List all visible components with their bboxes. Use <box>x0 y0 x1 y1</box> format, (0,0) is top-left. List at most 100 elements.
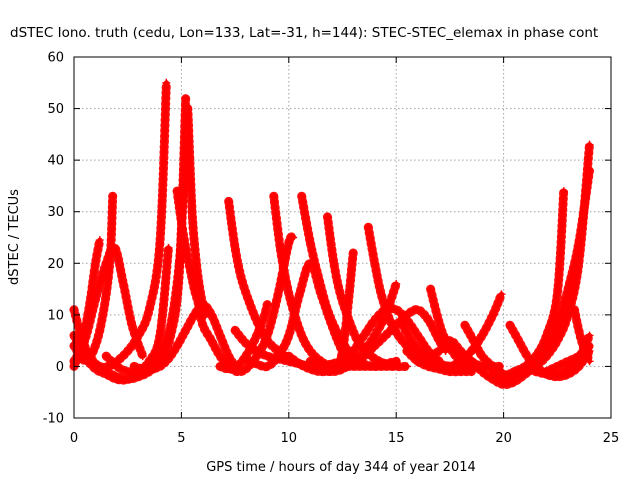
data-point-marker <box>274 290 283 299</box>
data-point-marker <box>585 331 594 340</box>
data-point-marker <box>510 367 519 376</box>
data-point-marker <box>173 187 182 196</box>
data-point-marker <box>542 367 551 376</box>
series-marker-band <box>69 242 148 366</box>
data-point-marker <box>289 233 298 242</box>
data-point-marker <box>424 316 433 325</box>
data-point-marker <box>467 367 476 376</box>
data-point-marker <box>564 357 573 366</box>
data-point-marker <box>359 352 368 361</box>
x-tick-label: 5 <box>177 431 185 446</box>
data-point-marker <box>338 346 347 355</box>
data-point-marker <box>570 305 579 314</box>
data-point-marker <box>585 341 594 350</box>
data-point-marker <box>295 359 304 368</box>
data-point-marker <box>338 365 347 374</box>
data-point-marker <box>130 362 139 371</box>
data-point-marker <box>323 212 332 221</box>
data-point-marker <box>456 367 465 376</box>
data-point-marker <box>284 331 293 340</box>
data-point-marker <box>402 310 411 319</box>
data-point-marker <box>497 290 506 299</box>
data-point-marker <box>445 336 454 345</box>
data-point-marker <box>192 259 201 268</box>
data-point-marker <box>80 336 89 345</box>
data-point-marker <box>155 238 164 247</box>
data-point-marker <box>188 207 197 216</box>
data-point-marker <box>323 305 332 314</box>
data-point-marker <box>91 259 100 268</box>
y-tick-label: 20 <box>47 257 64 272</box>
data-point-marker <box>164 354 173 363</box>
data-point-marker <box>559 187 568 196</box>
series-layer <box>69 78 594 390</box>
x-tick-label: 10 <box>281 431 298 446</box>
data-point-marker <box>424 352 433 361</box>
data-point-marker <box>110 243 119 252</box>
data-point-marker <box>216 331 225 340</box>
data-point-marker <box>190 310 199 319</box>
data-point-marker <box>413 305 422 314</box>
data-point-marker <box>426 285 435 294</box>
data-point-marker <box>138 352 147 361</box>
data-point-marker <box>263 336 272 345</box>
data-point-marker <box>439 331 448 340</box>
data-point-marker <box>523 352 532 361</box>
data-point-marker <box>407 336 416 345</box>
data-point-marker <box>237 274 246 283</box>
data-point-marker <box>177 218 186 227</box>
data-point-marker <box>91 295 100 304</box>
data-point-marker <box>246 300 255 309</box>
data-point-marker <box>259 316 268 325</box>
data-point-marker <box>263 362 272 371</box>
x-axis-label: GPS time / hours of day 344 of year 2014 <box>206 460 476 475</box>
data-point-marker <box>155 352 164 361</box>
data-point-marker <box>231 243 240 252</box>
data-point-marker <box>381 359 390 368</box>
data-point-marker <box>392 362 401 371</box>
data-point-marker <box>445 362 454 371</box>
data-point-marker <box>147 365 156 374</box>
data-point-marker <box>332 326 341 335</box>
data-point-marker <box>488 367 497 376</box>
data-point-marker <box>336 290 345 299</box>
data-point-marker <box>241 365 250 374</box>
data-point-marker <box>241 354 250 363</box>
data-point-marker <box>514 336 523 345</box>
data-point-marker <box>370 354 379 363</box>
data-point-marker <box>574 352 583 361</box>
data-point-marker <box>123 367 132 376</box>
data-point-marker <box>297 331 306 340</box>
y-tick-label: 10 <box>47 308 64 323</box>
series-8 <box>172 186 298 377</box>
data-point-marker <box>478 352 487 361</box>
data-point-marker <box>553 290 562 299</box>
data-point-marker <box>499 380 508 389</box>
data-point-marker <box>381 331 390 340</box>
data-point-marker <box>349 357 358 366</box>
data-point-marker <box>531 352 540 361</box>
data-point-marker <box>164 243 173 252</box>
data-point-marker <box>564 285 573 294</box>
data-point-marker <box>201 310 210 319</box>
data-point-marker <box>435 362 444 371</box>
data-point-marker <box>181 243 190 252</box>
data-point-marker <box>469 336 478 345</box>
axis-ticks: 0 5 10 15 20 25 -10 0 10 20 30 40 50 60 <box>43 51 620 447</box>
data-point-marker <box>359 331 368 340</box>
y-tick-label: 60 <box>47 51 64 66</box>
data-point-marker <box>433 310 442 319</box>
data-point-marker <box>183 104 192 113</box>
data-point-marker <box>119 279 128 288</box>
data-point-marker <box>252 359 261 368</box>
data-point-marker <box>282 279 291 288</box>
data-point-marker <box>181 94 190 103</box>
data-point-marker <box>102 259 111 268</box>
data-point-marker <box>574 326 583 335</box>
x-tick-label: 15 <box>388 431 405 446</box>
data-point-marker <box>531 367 540 376</box>
data-point-marker <box>349 248 358 257</box>
data-point-marker <box>585 140 594 149</box>
data-point-marker <box>241 339 250 348</box>
